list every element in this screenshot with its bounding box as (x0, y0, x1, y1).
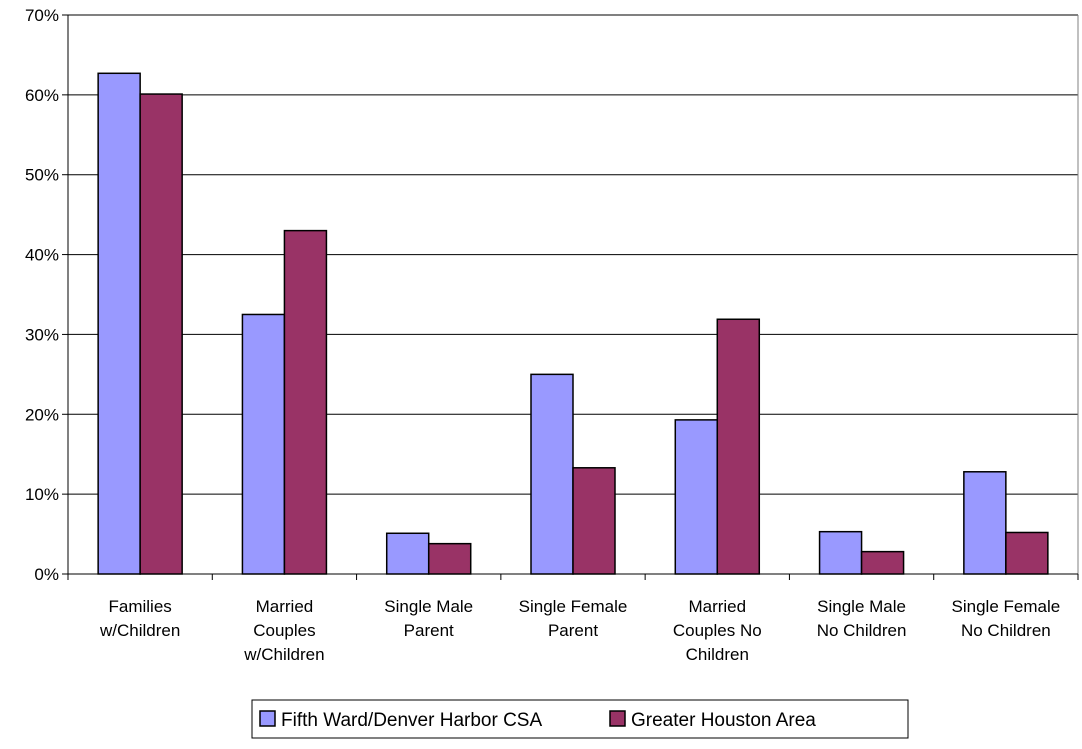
y-tick-label: 10% (25, 485, 59, 504)
gridlines (68, 14, 1078, 495)
bar-greater-houston (427, 542, 472, 575)
bar-greater-houston (572, 467, 616, 575)
legend-label: Fifth Ward/Denver Harbor CSA (281, 710, 542, 731)
axes (62, 14, 1079, 580)
legend-swatch (609, 710, 626, 727)
bar-fifth-ward (97, 72, 141, 575)
bar-fifth-ward (530, 373, 574, 575)
y-tick-labels: 0% 10% 20% 30% 40% 50% 60% 70% (25, 6, 59, 584)
x-tick-label: Single Female Parent (519, 597, 628, 640)
bar-fifth-ward (241, 313, 286, 575)
legend-box (251, 699, 909, 739)
y-tick-label: 60% (25, 86, 59, 105)
bar-fifth-ward (385, 532, 430, 575)
bar-greater-houston (716, 318, 761, 575)
bar-fifth-ward (674, 419, 719, 575)
bar-greater-houston (1005, 531, 1049, 575)
legend: Fifth Ward/Denver Harbor CSA Greater Hous… (251, 699, 909, 739)
bar-greater-houston (860, 550, 905, 575)
bar-fifth-ward (818, 530, 863, 575)
y-tick-label: 40% (25, 246, 59, 265)
legend-label: Greater Houston Area (631, 710, 816, 731)
legend-swatch (259, 710, 276, 727)
bars (97, 72, 1049, 575)
x-tick-label: Single Male Parent (384, 597, 473, 640)
y-tick-label: 70% (25, 6, 59, 25)
x-tick-label: Single Male No Children (817, 597, 907, 640)
y-tick-label: 50% (25, 166, 59, 185)
x-tick-label: Families w/Children (99, 597, 180, 640)
x-tick-label: Single Female No Children (952, 597, 1061, 640)
y-tick-label: 0% (34, 565, 59, 584)
bar-greater-houston (139, 93, 183, 575)
bar-greater-houston (283, 229, 328, 575)
bar-fifth-ward (963, 471, 1007, 575)
y-tick-label: 30% (25, 325, 59, 344)
x-tick-label: Married Couples No Children (673, 597, 762, 664)
x-tick-labels: Families w/Children Married Couples w/Childr… (99, 597, 1060, 664)
x-tick-label: Married Couples w/Children (243, 597, 324, 664)
y-tick-label: 20% (25, 405, 59, 424)
